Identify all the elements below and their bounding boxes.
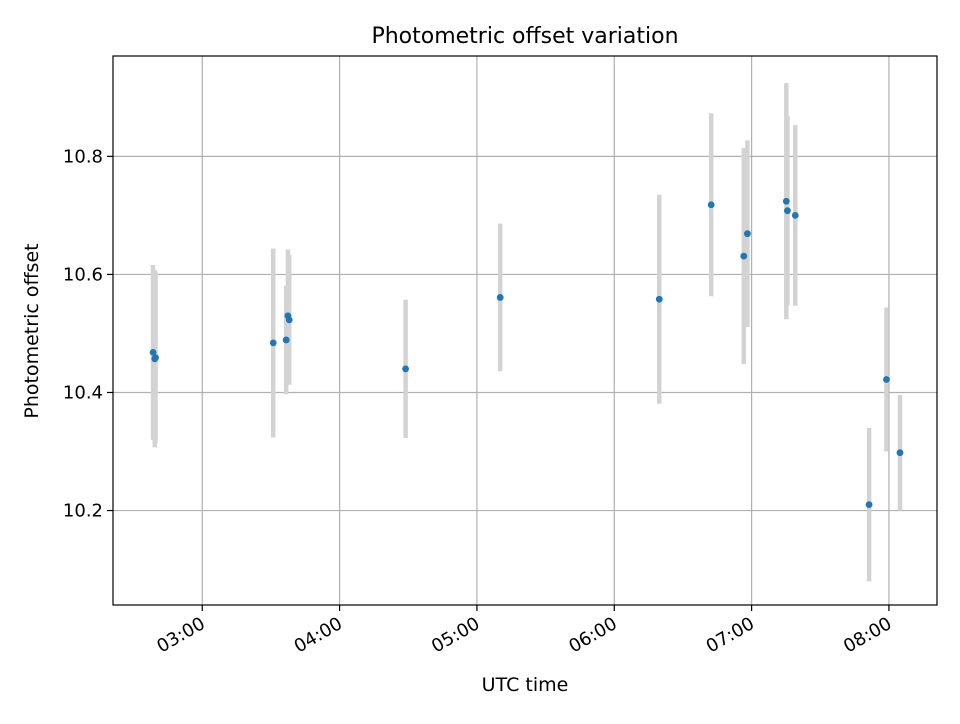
data-point	[865, 501, 873, 509]
data-point	[784, 207, 791, 215]
data-point	[782, 197, 790, 205]
tick-layer: 03:00 04:00 05:00 06:00 07:00 08:00 10.2 10.4 10…	[63, 146, 896, 657]
y-tick-label: 10.4	[63, 382, 103, 403]
point-layer	[149, 197, 904, 509]
y-tick-label: 10.8	[63, 146, 103, 167]
data-point	[896, 449, 904, 457]
plot-frame	[112, 55, 938, 606]
data-point	[740, 252, 748, 260]
data-point	[282, 336, 290, 344]
x-tick-label: 07:00	[703, 613, 758, 657]
x-tick-label: 08:00	[840, 613, 895, 657]
data-point	[152, 354, 159, 362]
data-point	[285, 316, 293, 324]
data-point	[269, 339, 277, 347]
data-point	[655, 295, 663, 303]
x-axis-label: UTC time	[482, 674, 569, 696]
error-bar-layer	[150, 83, 903, 582]
chart-title: Photometric offset variation	[371, 24, 678, 49]
y-tick-label: 10.6	[63, 264, 103, 285]
data-point	[149, 348, 157, 356]
x-tick-label: 06:00	[565, 613, 620, 657]
grid-layer	[113, 56, 937, 605]
data-point	[883, 376, 890, 383]
data-point	[744, 230, 751, 238]
data-point	[791, 211, 799, 219]
x-tick-label: 03:00	[153, 613, 208, 657]
data-point	[496, 294, 504, 301]
data-point	[402, 365, 409, 373]
x-tick-label: 04:00	[291, 613, 346, 657]
x-tick-label: 05:00	[428, 613, 483, 657]
data-point	[707, 201, 715, 209]
y-axis-label: Photometric offset	[21, 243, 43, 418]
y-tick-label: 10.2	[63, 501, 103, 522]
